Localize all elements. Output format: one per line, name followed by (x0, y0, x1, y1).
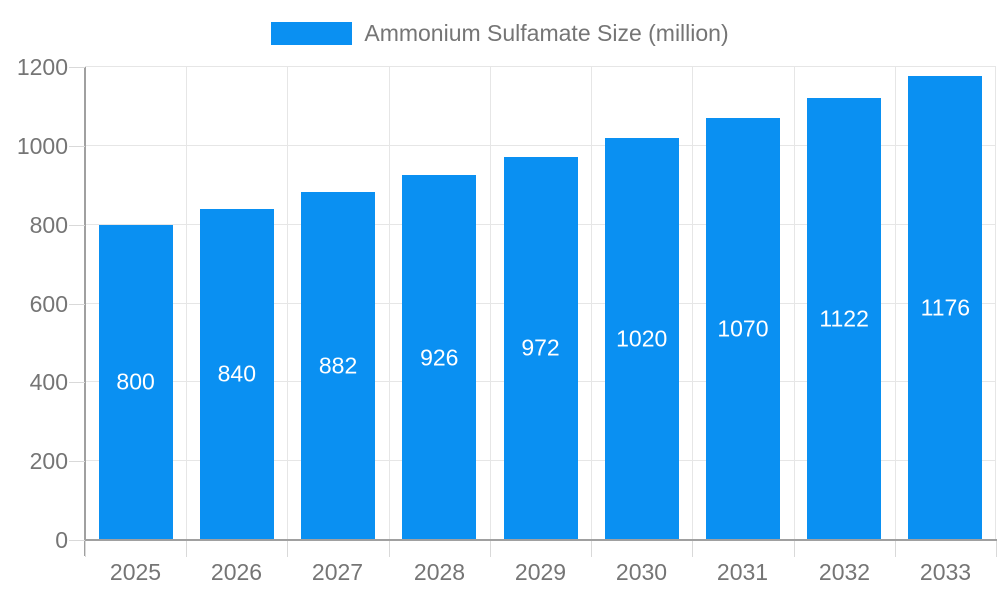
bar-2026[interactable]: 840 (199, 208, 274, 540)
v-gridline-5 (591, 67, 592, 540)
bar-value-label: 1122 (819, 305, 869, 332)
bar-value-label: 1176 (920, 294, 971, 321)
y-tick (69, 304, 85, 305)
plot-area: 800 840 882 926 972 1020 1070 1122 1176 (85, 66, 996, 540)
bar-value-label: 882 (318, 352, 358, 379)
x-axis-label-2031: 2031 (716, 559, 769, 585)
y-tick (69, 540, 85, 541)
x-axis-label-2027: 2027 (311, 559, 364, 585)
y-tick (69, 67, 85, 68)
v-gridline-8 (895, 67, 896, 540)
y-tick (69, 225, 85, 226)
x-axis-label-2029: 2029 (514, 559, 567, 585)
v-gridline-4 (490, 67, 491, 540)
bar-value-label: 840 (217, 360, 257, 387)
y-tick (69, 146, 85, 147)
bar-value-label: 800 (116, 368, 155, 395)
y-axis-label-1000: 1000 (16, 133, 68, 159)
x-tick (287, 541, 288, 557)
legend-label: Ammonium Sulfamate Size (million) (364, 20, 729, 46)
x-tick (490, 541, 491, 557)
h-gridline-1200 (85, 66, 996, 67)
y-tick (69, 461, 85, 462)
y-tick (69, 382, 85, 383)
bar-2031[interactable]: 1070 (705, 118, 780, 540)
y-axis-line (84, 67, 86, 556)
y-axis-label-400: 400 (29, 369, 68, 395)
x-tick (85, 541, 86, 557)
v-gridline-9 (995, 67, 996, 540)
x-axis-label-2026: 2026 (210, 559, 263, 585)
h-gridline-1000 (85, 144, 996, 146)
x-tick (996, 541, 997, 557)
bar-value-label: 926 (420, 344, 459, 370)
y-axis-label-200: 200 (29, 448, 68, 474)
bar-value-label: 1070 (717, 315, 769, 342)
v-gridline-1 (186, 67, 187, 540)
x-tick (692, 541, 693, 557)
v-gridline-7 (794, 67, 795, 540)
bar-2027[interactable]: 882 (301, 192, 376, 540)
x-tick (389, 541, 390, 557)
y-axis-label-800: 800 (29, 212, 68, 238)
v-gridline-2 (287, 67, 288, 540)
x-tick (591, 541, 592, 557)
y-axis-label-0: 0 (55, 527, 68, 553)
x-tick (794, 541, 795, 557)
chart-legend[interactable]: Ammonium Sulfamate Size (million) (0, 20, 1000, 47)
bar-2025[interactable]: 800 (98, 224, 173, 540)
legend-swatch-icon (271, 22, 353, 45)
bar-2030[interactable]: 1020 (604, 137, 679, 540)
y-axis-label-1200: 1200 (16, 54, 68, 80)
y-axis-label-600: 600 (29, 291, 68, 317)
x-axis-label-2025: 2025 (109, 559, 162, 585)
x-tick (895, 541, 896, 557)
x-axis-label-2033: 2033 (919, 559, 972, 585)
x-axis-label-2028: 2028 (413, 559, 466, 585)
bar-2032[interactable]: 1122 (807, 97, 882, 540)
bar-2028[interactable]: 926 (402, 175, 477, 540)
x-tick (186, 541, 187, 557)
v-gridline-3 (389, 67, 390, 540)
bar-2029[interactable]: 972 (503, 156, 578, 540)
x-axis-line (84, 539, 997, 541)
bar-value-label: 972 (521, 334, 560, 361)
bar-2033[interactable]: 1176 (908, 76, 983, 540)
x-axis-label-2030: 2030 (615, 559, 668, 585)
x-axis-label-2032: 2032 (818, 559, 871, 585)
bar-value-label: 1020 (616, 325, 668, 352)
v-gridline-6 (692, 67, 693, 540)
